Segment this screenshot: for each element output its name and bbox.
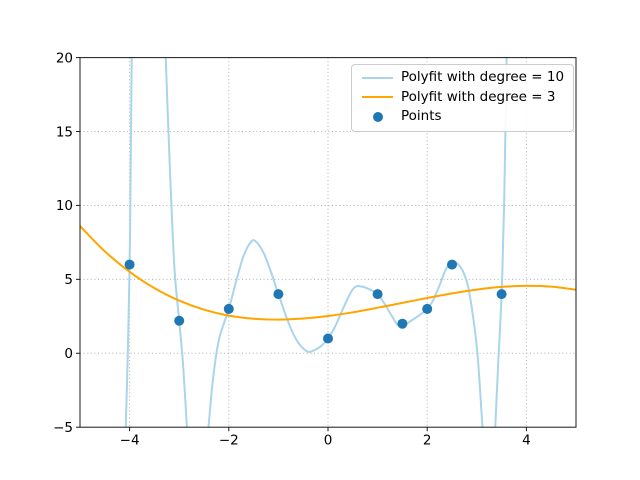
x-tick-label: 2 <box>423 433 432 449</box>
data-point <box>273 289 284 300</box>
legend-item-polyfit-degree-3: Polyfit with degree = 3 <box>362 88 564 108</box>
data-point <box>323 333 333 344</box>
legend-label-degree10: Polyfit with degree = 10 <box>401 69 565 85</box>
data-point <box>174 315 185 326</box>
x-tick-label: 0 <box>324 433 333 449</box>
legend-swatch-wrap <box>362 111 393 122</box>
curve-degree10 <box>207 239 484 428</box>
data-point <box>223 303 234 314</box>
y-tick-label: −5 <box>53 420 73 436</box>
y-tick-label: 10 <box>56 198 73 214</box>
legend-marker-points-icon <box>372 111 383 122</box>
legend-line-swatch-degree3 <box>362 96 393 99</box>
x-tick-label: −4 <box>120 433 140 449</box>
legend-label-degree3: Polyfit with degree = 3 <box>401 88 556 105</box>
legend-swatch-wrap <box>362 76 393 79</box>
data-point <box>372 289 383 300</box>
curve-degree3 <box>80 225 576 321</box>
legend-label-points: Points <box>401 108 442 124</box>
data-point <box>496 289 507 300</box>
legend-swatch-wrap <box>362 96 393 99</box>
curve-degree10 <box>164 57 188 428</box>
y-tick-label: 0 <box>64 346 73 362</box>
curve-degree10 <box>124 57 133 428</box>
x-tick-label: 4 <box>522 433 531 449</box>
y-tick-label: 15 <box>56 124 73 140</box>
data-point <box>124 259 135 270</box>
x-tick-label: −2 <box>219 433 239 449</box>
data-point <box>422 303 433 314</box>
legend: Polyfit with degree = 10 Polyfit with de… <box>351 64 575 132</box>
y-tick-label: 5 <box>64 272 73 288</box>
y-tick-label: 20 <box>56 50 73 66</box>
legend-item-polyfit-degree-10: Polyfit with degree = 10 <box>362 68 564 88</box>
legend-item-points: Points <box>362 107 564 127</box>
data-point <box>397 318 408 329</box>
legend-line-swatch-degree10 <box>362 76 393 79</box>
data-point <box>447 259 457 270</box>
